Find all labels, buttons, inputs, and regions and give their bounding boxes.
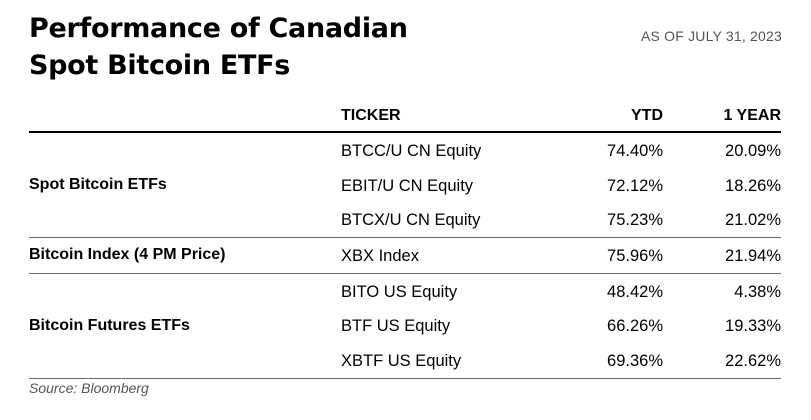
ticker-cell: BTF US Equity [341, 317, 451, 336]
one-year-cell: 21.02% [725, 211, 781, 230]
table-row: EBIT/U CN Equity 72.12% 18.26% [29, 168, 781, 203]
ytd-cell: 75.23% [607, 211, 663, 230]
ytd-cell: 72.12% [607, 176, 663, 195]
table-header: TICKER YTD 1 YEAR [29, 100, 781, 133]
ytd-cell: 66.26% [607, 317, 663, 336]
table-group: Spot Bitcoin ETFs BTCC/U CN Equity 74.40% 2… [29, 133, 781, 239]
one-year-cell: 19.33% [725, 317, 781, 336]
table-row: XBTF US Equity 69.36% 22.62% [29, 343, 781, 378]
table-row: BTF US Equity 66.26% 19.33% [29, 308, 781, 343]
ticker-cell: BTCX/U CN Equity [341, 211, 481, 230]
column-header-1-year: 1 YEAR [723, 107, 781, 124]
title-line-2: Spot Bitcoin ETFs [29, 50, 291, 81]
column-header-ytd: YTD [631, 107, 663, 124]
ytd-cell: 69.36% [607, 352, 663, 371]
as-of-date: AS OF JULY 31, 2023 [640, 28, 782, 44]
table-body: Spot Bitcoin ETFs BTCC/U CN Equity 74.40% 2… [29, 133, 781, 379]
one-year-cell: 18.26% [725, 176, 781, 195]
performance-table: TICKER YTD 1 YEAR Spot Bitcoin ETFs BTCC/… [29, 100, 781, 379]
table-row: BTCX/U CN Equity 75.23% 21.02% [29, 202, 781, 237]
ticker-cell: BTCC/U CN Equity [341, 142, 482, 160]
page-title: Performance of Canadian Spot Bitcoin ETF… [29, 10, 589, 84]
ytd-cell: 75.96% [607, 247, 663, 266]
group-label: Bitcoin Index (4 PM Price) [29, 246, 226, 264]
one-year-cell: 22.62% [725, 352, 781, 371]
ticker-cell: XBTF US Equity [341, 352, 462, 371]
ytd-cell: 48.42% [607, 282, 663, 301]
ticker-cell: BITO US Equity [341, 282, 458, 301]
table-row: BITO US Equity 48.42% 4.38% [29, 274, 781, 309]
ticker-cell: XBX Index [341, 247, 419, 266]
ytd-cell: 74.40% [607, 142, 663, 160]
group-label: Spot Bitcoin ETFs [29, 176, 167, 194]
table-row: BTCC/U CN Equity 74.40% 20.09% [29, 133, 781, 168]
group-label: Bitcoin Futures ETFs [29, 316, 190, 334]
one-year-cell: 21.94% [725, 247, 781, 266]
ticker-cell: EBIT/U CN Equity [341, 176, 474, 195]
table-group: Bitcoin Futures ETFs BITO US Equity 48.42%… [29, 274, 781, 379]
one-year-cell: 4.38% [734, 282, 781, 301]
table-row: XBX Index 75.96% 21.94% [29, 238, 781, 273]
title-line-1: Performance of Canadian [29, 13, 408, 44]
column-header-ticker: TICKER [341, 107, 401, 124]
one-year-cell: 20.09% [725, 142, 781, 160]
source-note: Source: Bloomberg [29, 380, 149, 396]
table-group: Bitcoin Index (4 PM Price) XBX Index 75.96… [29, 238, 781, 274]
